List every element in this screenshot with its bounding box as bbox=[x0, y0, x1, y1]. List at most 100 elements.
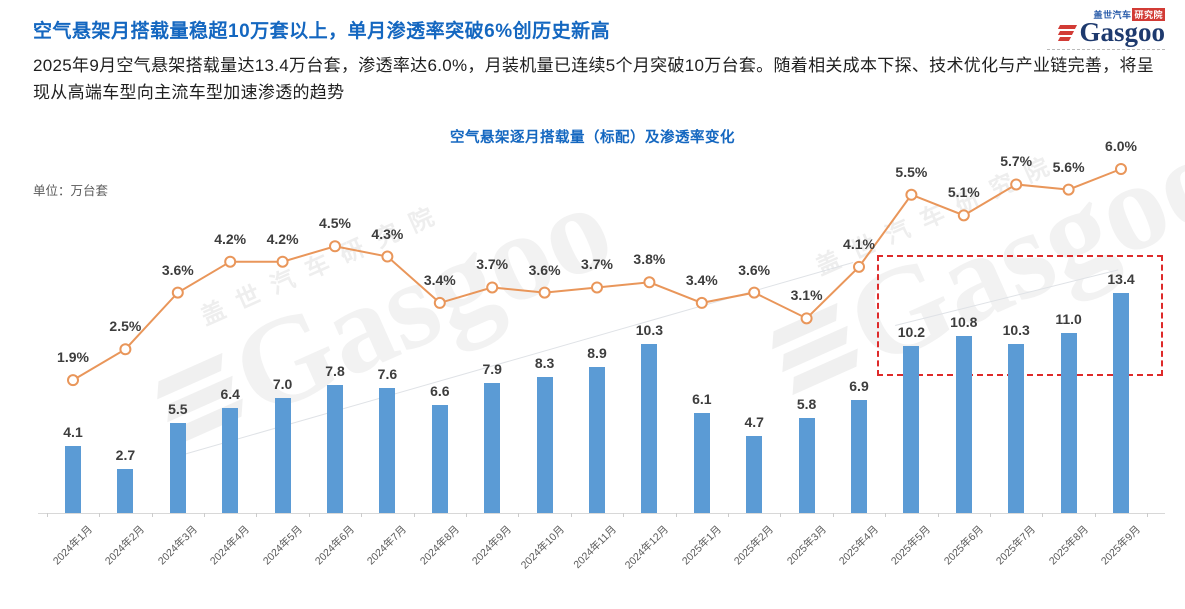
page-title: 空气悬架月搭载量稳超10万套以上，单月渗透率突破6%创历史新高 bbox=[33, 21, 611, 42]
pct-value-label: 5.1% bbox=[947, 184, 980, 201]
bar-value-label: 7.6 bbox=[377, 366, 398, 383]
bar bbox=[693, 412, 710, 513]
bar bbox=[484, 383, 501, 513]
x-axis-tick bbox=[623, 513, 625, 517]
summary-text: 2025年9月空气悬架搭载量达13.4万台套，渗透率达6.0%，月装机量已连续5… bbox=[33, 56, 1155, 102]
bar-value-label: 8.3 bbox=[534, 354, 555, 371]
pct-value-label: 4.3% bbox=[371, 225, 404, 242]
bar-value-label: 13.4 bbox=[1107, 271, 1135, 288]
line-marker bbox=[591, 281, 603, 294]
bar bbox=[222, 408, 239, 513]
x-axis-tick bbox=[151, 513, 153, 517]
line-marker bbox=[67, 374, 79, 387]
pct-value-label: 5.5% bbox=[895, 163, 928, 180]
x-axis-tick bbox=[518, 513, 520, 517]
bar bbox=[65, 445, 81, 513]
line-marker bbox=[853, 260, 865, 273]
x-axis-tick bbox=[570, 513, 572, 517]
bar bbox=[641, 344, 658, 513]
x-axis-tick bbox=[780, 513, 782, 517]
line-marker bbox=[486, 281, 499, 294]
bar bbox=[379, 388, 396, 513]
bar bbox=[431, 404, 448, 513]
gasgoo-logo: 盖世汽车 研究院 Gasgoo bbox=[1033, 8, 1165, 50]
x-axis-tick bbox=[1042, 513, 1044, 517]
line-marker bbox=[329, 240, 341, 253]
pct-value-label: 1.9% bbox=[57, 349, 89, 366]
line-marker bbox=[119, 343, 132, 356]
bar bbox=[798, 417, 815, 513]
bar-value-label: 5.5 bbox=[168, 400, 188, 417]
bar bbox=[1060, 332, 1077, 513]
bar-value-label: 6.9 bbox=[849, 377, 869, 394]
line-marker bbox=[957, 209, 970, 222]
x-axis-tick bbox=[990, 513, 991, 517]
logo-badge: 盖世汽车 研究院 bbox=[1069, 8, 1165, 21]
bar-value-label: 4.1 bbox=[63, 423, 83, 440]
bar bbox=[327, 385, 343, 513]
pct-value-label: 4.2% bbox=[266, 230, 299, 247]
bar bbox=[903, 345, 920, 513]
bar bbox=[955, 335, 972, 513]
pct-value-label: 3.7% bbox=[581, 256, 613, 273]
line-marker bbox=[905, 188, 918, 201]
logo-wordmark: Gasgoo bbox=[1079, 17, 1165, 47]
x-axis-tick bbox=[1094, 513, 1096, 517]
bar-value-label: 10.3 bbox=[635, 322, 664, 339]
x-axis-tick bbox=[675, 513, 677, 517]
x-axis-line bbox=[38, 513, 1165, 514]
x-axis-tick bbox=[256, 513, 258, 517]
pct-value-label: 3.4% bbox=[423, 271, 456, 288]
logo-divider bbox=[1047, 49, 1165, 50]
x-axis-tick bbox=[937, 513, 939, 517]
unit-label: 单位：万台套 bbox=[33, 184, 109, 198]
pct-value-label: 3.7% bbox=[476, 256, 509, 273]
bar bbox=[1008, 344, 1025, 513]
x-axis-tick bbox=[1147, 513, 1149, 517]
bar-value-label: 7.9 bbox=[482, 361, 502, 378]
x-axis-tick bbox=[46, 513, 48, 517]
x-axis-tick bbox=[728, 513, 729, 517]
line-marker bbox=[1010, 178, 1023, 191]
bar-value-label: 2.7 bbox=[115, 446, 136, 463]
bar bbox=[589, 367, 605, 513]
line-marker bbox=[171, 286, 184, 299]
x-axis-tick bbox=[885, 513, 887, 517]
bar-value-label: 10.8 bbox=[950, 313, 978, 330]
pct-value-label: 3.8% bbox=[633, 251, 666, 268]
bar-value-label: 6.1 bbox=[692, 390, 712, 407]
pct-value-label: 3.6% bbox=[161, 261, 194, 278]
bar bbox=[746, 435, 763, 513]
bar-value-label: 10.3 bbox=[1002, 322, 1030, 339]
line-marker bbox=[748, 286, 761, 299]
line-marker bbox=[695, 296, 708, 309]
line-marker bbox=[1115, 163, 1127, 175]
bar-value-label: 5.8 bbox=[796, 395, 817, 412]
x-axis-tick bbox=[832, 513, 834, 517]
line-marker bbox=[224, 255, 237, 268]
gasgoo-stripes-icon bbox=[1058, 24, 1078, 41]
pct-value-label: 4.5% bbox=[319, 215, 351, 232]
bar bbox=[169, 422, 186, 513]
bar-value-label: 8.9 bbox=[587, 345, 607, 362]
logo-badge-left: 盖世汽车 bbox=[1093, 10, 1132, 20]
x-axis-tick bbox=[361, 513, 363, 517]
bar-value-label: 6.4 bbox=[220, 386, 240, 403]
bar bbox=[851, 399, 867, 513]
pct-value-label: 3.6% bbox=[528, 261, 561, 278]
line-marker bbox=[1062, 183, 1075, 196]
x-axis-tick bbox=[413, 513, 415, 517]
line-marker bbox=[381, 250, 394, 263]
x-axis-tick bbox=[204, 513, 205, 517]
pct-value-label: 3.1% bbox=[790, 287, 823, 304]
pct-value-label: 3.4% bbox=[685, 271, 718, 288]
line-marker bbox=[643, 276, 656, 289]
bar bbox=[1113, 293, 1129, 513]
line-marker bbox=[800, 312, 813, 325]
chart-title: 空气悬架逐月搭载量（标配）及渗透率变化 bbox=[450, 130, 735, 146]
pct-value-label: 2.5% bbox=[109, 318, 142, 335]
bar-value-label: 4.7 bbox=[744, 413, 764, 430]
penetration-line bbox=[67, 163, 1127, 387]
x-axis-tick bbox=[466, 513, 467, 517]
